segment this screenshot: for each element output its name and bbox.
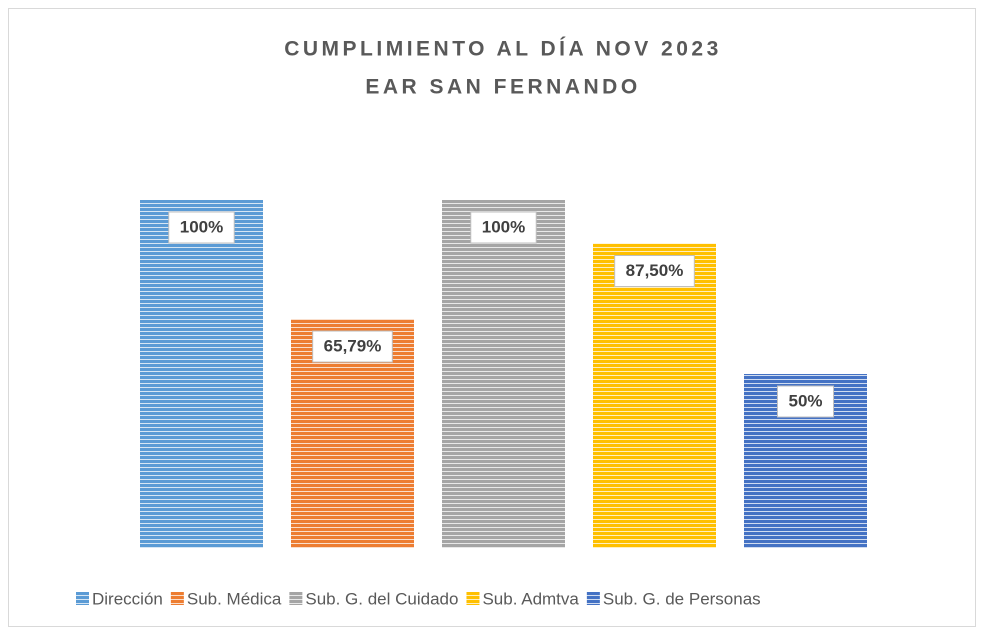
legend-swatch — [289, 592, 303, 605]
legend-swatch — [466, 592, 480, 605]
legend-swatch — [76, 592, 89, 605]
value-label: 100% — [180, 217, 223, 236]
value-label-box — [614, 255, 695, 287]
value-label-box — [168, 211, 235, 244]
legend-swatch — [586, 592, 600, 605]
legend-label: Sub. Médica — [187, 589, 282, 608]
value-label-box — [470, 211, 537, 244]
value-label: 87,50% — [626, 261, 684, 280]
bar — [442, 200, 565, 548]
value-label: 50% — [788, 391, 822, 410]
bar — [140, 200, 263, 548]
legend-label: Sub. Admtva — [482, 589, 579, 608]
legend-label: Dirección — [92, 589, 163, 608]
legend-label: Sub. G. del Cuidado — [305, 589, 458, 608]
value-label-box — [776, 385, 835, 418]
value-label: 100% — [482, 217, 525, 236]
chart-title: CUMPLIMIENTO AL DÍA NOV 2023 — [284, 38, 722, 61]
legend-swatch — [170, 592, 184, 605]
chart-subtitle: EAR SAN FERNANDO — [365, 76, 640, 99]
bar — [593, 243, 716, 548]
legend-label: Sub. G. de Personas — [603, 589, 761, 608]
value-label-box — [312, 330, 393, 363]
value-label: 65,79% — [324, 337, 382, 356]
